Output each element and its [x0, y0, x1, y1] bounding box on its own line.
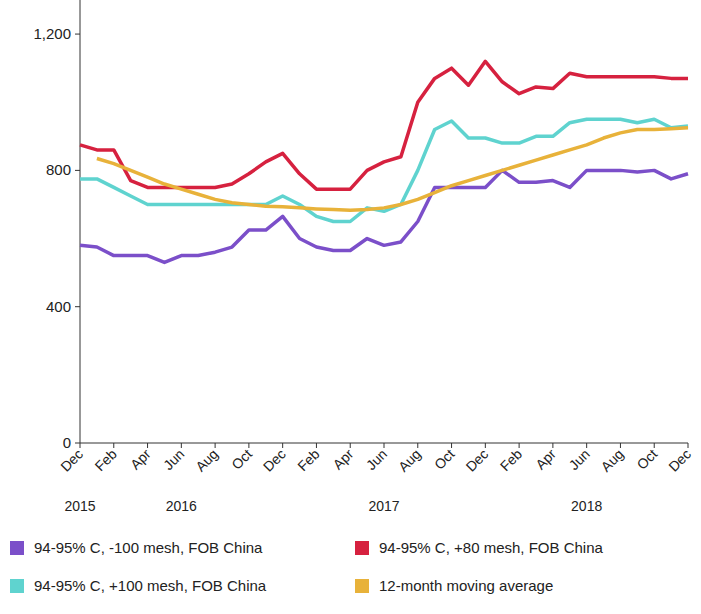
legend-swatch: [10, 541, 24, 555]
x-tick-label: Jun: [363, 446, 390, 473]
legend-label: 94-95% C, +80 mesh, FOB China: [379, 539, 604, 556]
chart: 04008001,200DecFebAprJunAugOctDecFebAprJ…: [0, 0, 701, 614]
x-tick: [384, 443, 385, 448]
x-tick-label: Dec: [57, 446, 86, 475]
x-tick: [248, 443, 249, 448]
year-label: 2018: [571, 498, 602, 514]
x-tick-label: Apr: [330, 446, 357, 473]
x-tick-label: Aug: [192, 446, 221, 475]
series-line: [97, 128, 688, 210]
x-tick: [80, 443, 81, 448]
x-tick-label: Jun: [160, 446, 187, 473]
x-tick: [586, 443, 587, 448]
x-tick: [688, 443, 689, 448]
series-line: [80, 119, 688, 221]
y-tick: [75, 306, 80, 307]
x-tick-label: Dec: [665, 446, 694, 475]
year-label: 2017: [368, 498, 399, 514]
x-tick: [113, 443, 114, 448]
y-tick: [75, 170, 80, 171]
x-tick: [282, 443, 283, 448]
legend-label: 94-95% C, -100 mesh, FOB China: [34, 539, 263, 556]
x-tick-label: Dec: [463, 446, 492, 475]
x-tick: [654, 443, 655, 448]
x-tick-label: Jun: [566, 446, 593, 473]
x-tick-label: Apr: [532, 446, 559, 473]
x-tick: [181, 443, 182, 448]
x-tick: [552, 443, 553, 448]
y-tick-label: 1,200: [33, 25, 71, 42]
x-tick: [350, 443, 351, 448]
year-label: 2015: [64, 498, 95, 514]
x-tick: [215, 443, 216, 448]
x-tick: [620, 443, 621, 448]
legend-label: 94-95% C, +100 mesh, FOB China: [34, 577, 267, 594]
legend-swatch: [355, 541, 369, 555]
legend-swatch: [355, 579, 369, 593]
x-tick-label: Feb: [294, 446, 323, 475]
x-tick-label: Oct: [634, 446, 661, 473]
y-tick: [75, 443, 80, 444]
x-tick-label: Aug: [598, 446, 627, 475]
y-tick: [75, 34, 80, 35]
y-tick-label: 400: [46, 298, 71, 315]
x-tick: [451, 443, 452, 448]
year-label: 2016: [166, 498, 197, 514]
x-tick: [147, 443, 148, 448]
x-tick-label: Feb: [497, 446, 526, 475]
series-line: [80, 61, 688, 189]
legend-label: 12-month moving average: [379, 577, 553, 594]
x-tick: [417, 443, 418, 448]
x-tick-label: Dec: [260, 446, 289, 475]
plot-lines: [80, 61, 688, 262]
x-tick-label: Feb: [92, 446, 121, 475]
y-tick-label: 0: [63, 434, 71, 451]
x-tick: [316, 443, 317, 448]
x-tick-label: Apr: [127, 446, 154, 473]
x-tick: [485, 443, 486, 448]
y-axis: [80, 0, 81, 443]
x-tick: [519, 443, 520, 448]
y-tick-label: 800: [46, 161, 71, 178]
x-tick-label: Aug: [395, 446, 424, 475]
series-line: [80, 170, 688, 262]
legend-swatch: [10, 579, 24, 593]
x-tick-label: Oct: [431, 446, 458, 473]
x-tick-label: Oct: [228, 446, 255, 473]
